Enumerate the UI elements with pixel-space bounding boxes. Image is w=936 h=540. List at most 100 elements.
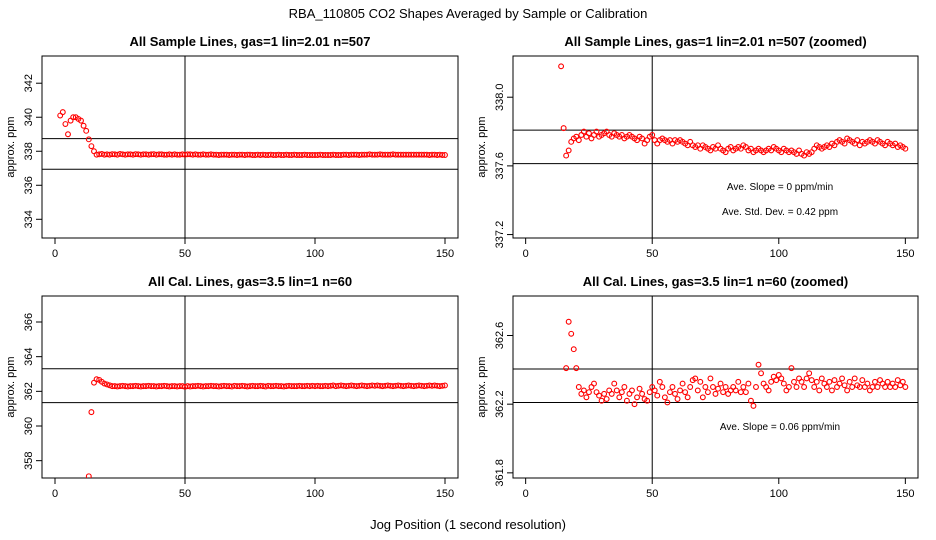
panel-4-point-70 xyxy=(740,384,747,390)
panel-4-point-83 xyxy=(773,377,780,384)
figure-x-axis-label: Jog Position (1 second resolution) xyxy=(370,517,566,532)
panel-4-point-69 xyxy=(737,389,744,396)
panel-2: All Sample Lines, gas=1 lin=2.01 n=507 (… xyxy=(476,34,919,260)
panel-4-point-7 xyxy=(580,387,587,394)
panel-1-y-axis-label: approx. ppm xyxy=(5,116,17,177)
panel-4-point-114 xyxy=(851,375,858,382)
panel-4-point-117 xyxy=(859,377,866,384)
panel-1-point-1 xyxy=(59,109,66,116)
panel-1-points xyxy=(57,109,448,158)
panel-4-point-76 xyxy=(755,361,762,368)
panel-4-point-109 xyxy=(839,375,846,382)
panel-3-xtick-label-100: 100 xyxy=(306,488,324,500)
panel-2-point-136 xyxy=(902,145,909,152)
panel-4-point-127 xyxy=(884,378,891,385)
panel-4-ytick-label-2: 362.6 xyxy=(494,322,506,350)
panel-4-point-60 xyxy=(715,385,721,392)
panel-4-point-1 xyxy=(565,318,572,325)
panel-3-xtick-label-0: 0 xyxy=(52,488,58,500)
panel-3-ytick-label-2: 362 xyxy=(23,382,35,400)
panel-4-point-61 xyxy=(717,380,724,387)
panel-2-point-3 xyxy=(565,147,572,154)
panel-4-point-35 xyxy=(651,387,658,394)
panel-4-point-47 xyxy=(682,389,689,396)
panel-3: All Cal. Lines, gas=3.5 lin=1 n=60 0 50 100… xyxy=(5,274,459,500)
panel-1-point-5 xyxy=(70,114,77,121)
panel-4-point-113 xyxy=(849,384,856,390)
panel-4-point-96 xyxy=(806,370,813,377)
panel-4-point-9 xyxy=(585,389,592,396)
panel-4-xtick-label-150: 150 xyxy=(896,488,914,500)
panel-4-point-41 xyxy=(666,389,673,396)
panel-4-point-55 xyxy=(702,384,709,390)
panel-4-point-90 xyxy=(791,378,797,385)
panel-4-point-28 xyxy=(634,394,640,401)
panel-1-point-9 xyxy=(80,122,87,129)
panel-4-point-71 xyxy=(742,389,749,396)
panel-4-point-108 xyxy=(836,380,843,387)
panel-4-point-30 xyxy=(639,390,646,397)
panel-1-frame xyxy=(41,55,459,239)
panel-4-point-33 xyxy=(646,389,653,396)
panel-1-ytick-label-3: 340 xyxy=(23,108,35,126)
panel-2-xtick-label-0: 0 xyxy=(523,248,529,260)
panel-4-point-38 xyxy=(659,384,666,390)
panel-4-point-104 xyxy=(826,378,833,385)
panel-2-ytick-label-1: 337.6 xyxy=(494,152,506,180)
panel-4-point-77 xyxy=(758,370,765,377)
panel-3-point-6 xyxy=(101,380,108,387)
panel-4-point-32 xyxy=(644,397,651,404)
panel-4-point-75 xyxy=(753,384,759,390)
panel-4-point-51 xyxy=(692,375,699,382)
panel-1-ytick-label-0: 334 xyxy=(23,210,35,228)
panel-2-point-14 xyxy=(593,128,600,135)
panel-4-point-80 xyxy=(765,387,772,394)
panel-4-point-48 xyxy=(684,394,691,401)
panel-2-point-2 xyxy=(563,152,570,159)
panel-4-point-131 xyxy=(894,377,901,384)
panel-4-point-43 xyxy=(672,390,678,397)
panel-1-xtick-label-0: 0 xyxy=(52,248,58,260)
panel-4-point-112 xyxy=(846,378,853,385)
panel-1-ytick-label-2: 338 xyxy=(23,142,35,160)
panel-4-point-39 xyxy=(661,394,668,401)
panel-4-point-103 xyxy=(823,384,830,390)
panel-3-xtick-label-50: 50 xyxy=(179,488,191,500)
panel-1-point-11 xyxy=(85,136,92,143)
panel-4-point-45 xyxy=(677,387,684,394)
panel-4-point-19 xyxy=(611,380,618,387)
panel-4-point-18 xyxy=(608,390,615,397)
panel-4-point-37 xyxy=(656,378,663,385)
panel-4-annotation-1: Ave. Slope = 0.06 ppm/min xyxy=(720,422,840,433)
panel-3-frame xyxy=(41,295,459,479)
panel-4-point-16 xyxy=(603,396,610,402)
panel-4-point-110 xyxy=(841,382,848,389)
panel-4-point-20 xyxy=(613,387,620,394)
panel-4-point-5 xyxy=(575,384,582,390)
panel-4-point-88 xyxy=(785,384,792,390)
panel-4-point-21 xyxy=(616,394,623,401)
panel-4-point-81 xyxy=(768,378,775,385)
panel-3-y-axis-label: approx. ppm xyxy=(5,356,17,417)
panel-2-ytick-label-2: 338.0 xyxy=(494,83,506,111)
panel-4-point-106 xyxy=(831,377,838,384)
panel-3-point-1 xyxy=(88,409,95,416)
panel-3-ytick-label-3: 364 xyxy=(23,347,35,365)
panel-3-ytick-label-0: 358 xyxy=(23,451,35,469)
panel-2-point-36 xyxy=(649,132,656,138)
panel-4-point-56 xyxy=(704,389,711,396)
panel-4-point-101 xyxy=(818,375,825,382)
panel-4-point-99 xyxy=(813,378,820,385)
panel-4-frame xyxy=(512,295,919,479)
panel-1-xtick-label-100: 100 xyxy=(306,248,324,260)
panel-2-xtick-label-50: 50 xyxy=(646,248,658,260)
panel-4-point-29 xyxy=(636,385,643,392)
panel-4-points xyxy=(563,318,909,409)
panel-4-point-133 xyxy=(899,378,906,385)
panel-3-point-3 xyxy=(93,376,100,383)
panel-4-point-126 xyxy=(882,384,889,390)
panel-2-xtick-label-150: 150 xyxy=(896,248,914,260)
panel-1-point-148 xyxy=(442,152,448,158)
panel-3-point-136 xyxy=(439,382,446,389)
